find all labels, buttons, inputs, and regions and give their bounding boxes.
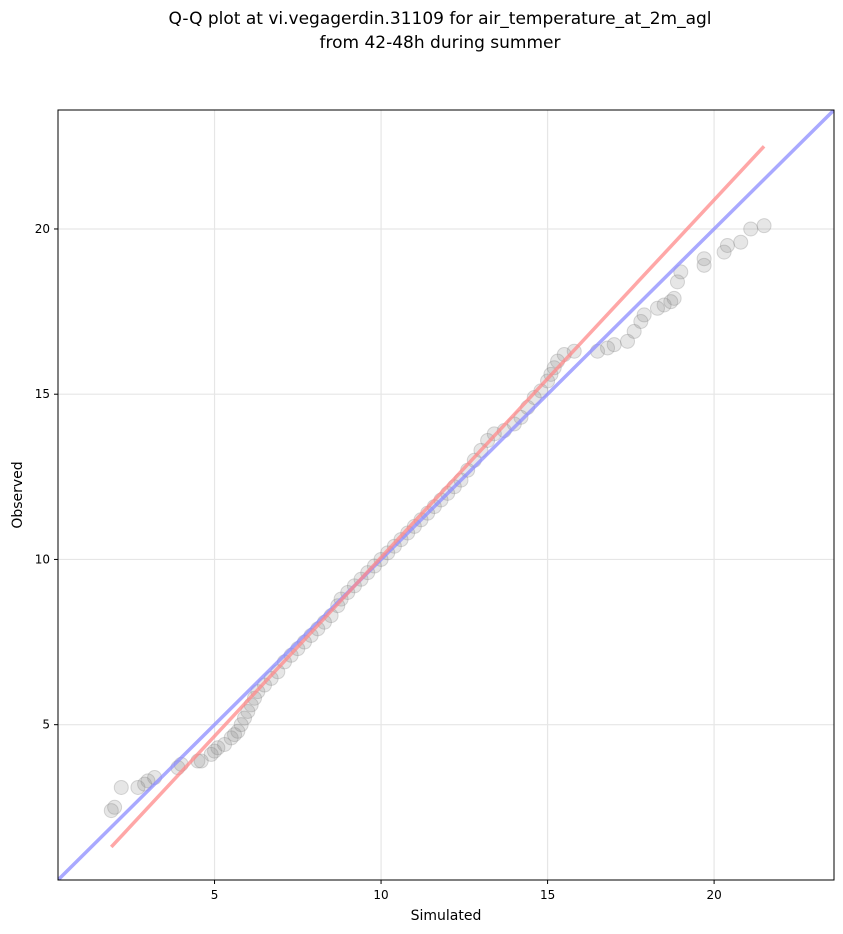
quantile-point: [656, 297, 672, 313]
quantile-point: [103, 803, 119, 819]
x-tick-label: 15: [540, 888, 555, 902]
y-axis-label: Observed: [10, 461, 26, 528]
identity-line: [58, 110, 834, 880]
quantile-point: [719, 237, 735, 253]
y-axis-ticks: 5 10 15 20: [35, 222, 58, 732]
quantile-point: [113, 779, 129, 795]
y-tick-label: 15: [35, 387, 50, 401]
quantile-point: [626, 323, 642, 339]
quantile-point: [207, 743, 223, 759]
y-tick-label: 5: [42, 718, 50, 732]
quantile-point: [107, 799, 123, 815]
plot-frame: [57, 109, 835, 881]
quantile-point: [240, 703, 256, 719]
x-tick-label: 20: [706, 888, 721, 902]
quantile-point: [696, 251, 712, 267]
x-tick-label: 10: [373, 888, 388, 902]
grid: [58, 110, 834, 880]
quantile-point: [233, 717, 249, 733]
fit-line: [110, 145, 766, 849]
y-tick-label: 20: [35, 222, 50, 236]
x-axis-ticks: 5 10 15 20: [211, 880, 722, 902]
quantile-point: [756, 218, 772, 234]
quantile-point: [130, 779, 146, 795]
quantile-point: [636, 307, 652, 323]
chart-title-line-1: Q-Q plot at vi.vegagerdin.31109 for air_…: [168, 9, 711, 29]
quantile-point: [223, 730, 239, 746]
quantile-point: [140, 773, 156, 789]
quantile-point: [237, 710, 253, 726]
quantile-point: [716, 244, 732, 260]
quantile-point: [666, 290, 682, 306]
quantile-point: [546, 360, 562, 376]
quantile-point: [137, 776, 153, 792]
quantile-point: [743, 221, 759, 237]
quantile-point: [620, 333, 636, 349]
x-axis-label: Simulated: [411, 908, 482, 924]
quantile-point: [663, 294, 679, 310]
quantile-point: [633, 314, 649, 330]
quantile-point: [270, 664, 286, 680]
quantile-point: [733, 234, 749, 250]
quantile-point: [669, 274, 685, 290]
y-tick-label: 10: [35, 552, 50, 566]
quantile-point: [217, 737, 233, 753]
quantile-point: [606, 337, 622, 353]
quantile-point: [263, 670, 279, 686]
quantile-point: [210, 740, 226, 756]
quantile-point: [227, 727, 243, 743]
x-tick-label: 5: [211, 888, 219, 902]
quantile-point: [203, 746, 219, 762]
quantile-point: [230, 723, 246, 739]
quantile-point: [696, 257, 712, 273]
chart-title-line-2: from 42-48h during summer: [320, 33, 561, 53]
quantile-point: [193, 753, 209, 769]
quantile-point: [600, 340, 616, 356]
reference-lines: [58, 110, 834, 880]
quantile-point: [649, 300, 665, 316]
quantile-point: [673, 264, 689, 280]
